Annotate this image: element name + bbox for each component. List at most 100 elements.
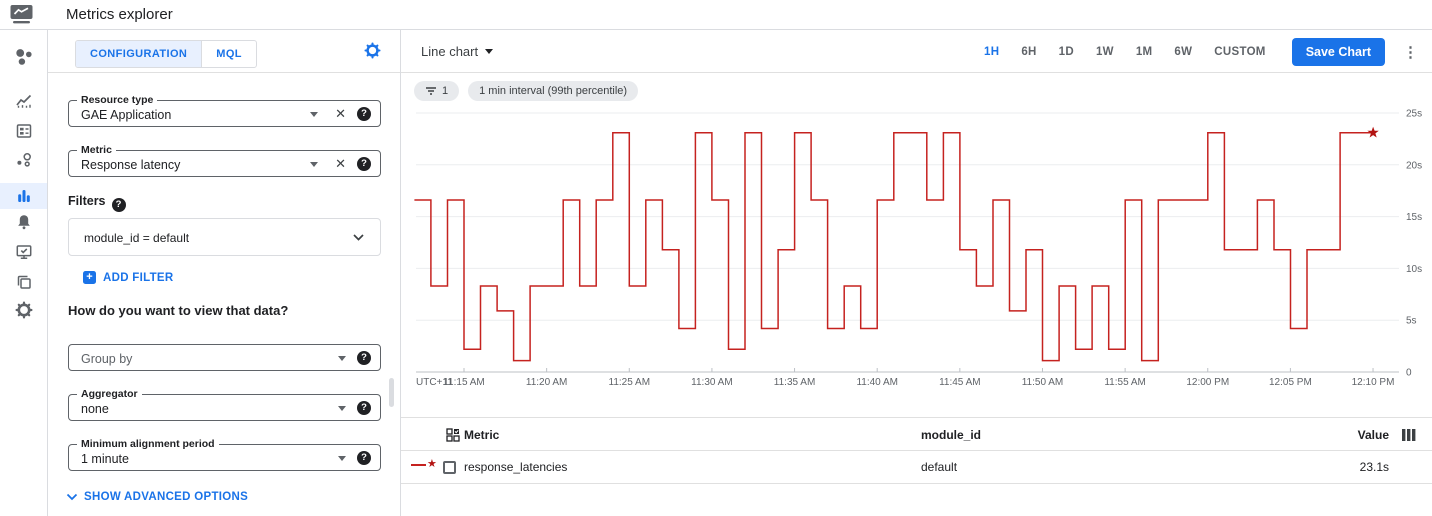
min-alignment-field[interactable]: Minimum alignment period 1 minute ? — [68, 438, 381, 471]
divider — [48, 72, 400, 73]
time-range-1m[interactable]: 1M — [1135, 45, 1153, 58]
sidebar-item-groups[interactable] — [0, 269, 47, 295]
dashboard-list-icon — [15, 122, 33, 140]
end-star-marker — [1367, 126, 1379, 138]
chevron-down-icon[interactable] — [310, 112, 318, 117]
sidebar-item-uptime-checks[interactable] — [0, 239, 47, 265]
sidebar-item-dashboards[interactable] — [0, 88, 47, 114]
x-tick-label: 11:20 AM — [526, 377, 568, 388]
uptime-checks-icon — [15, 243, 33, 261]
header-value[interactable]: Value — [1357, 428, 1389, 442]
y-tick-label: 10s — [1406, 264, 1422, 275]
resource-type-field[interactable]: Resource type GAE Application ✕ ? — [68, 94, 381, 127]
scrollbar-thumb[interactable] — [389, 378, 394, 407]
columns-icon[interactable] — [1401, 429, 1417, 441]
chart-type-dropdown[interactable]: Line chart — [421, 44, 494, 59]
resource-type-label: Resource type — [77, 94, 158, 106]
time-range-custom[interactable]: CUSTOM — [1214, 45, 1266, 58]
sidebar-item-metrics-explorer[interactable] — [0, 183, 47, 209]
view-data-heading: How do you want to view that data? — [68, 303, 289, 318]
sidebar-item-dashboard-list[interactable] — [0, 118, 47, 144]
time-range-6h[interactable]: 6H — [1021, 45, 1037, 58]
latency-line-chart[interactable]: 25s 20s 15s 10s 5s 0 11:15 AM 11:20 AM 11:25 AM 1… — [401, 90, 1432, 400]
x-tick-label: 11:50 AM — [1022, 377, 1064, 388]
x-tick-label: 12:00 PM — [1186, 377, 1229, 388]
header-metric[interactable]: Metric — [464, 428, 500, 442]
cell-metric-name: response_latencies — [464, 460, 568, 474]
time-range-group: 1H 6H 1D 1W 1M 6W CUSTOM — [973, 46, 1277, 58]
configuration-panel: CONFIGURATION MQL Resource type GAE Appl… — [48, 30, 400, 516]
config-tab-group: CONFIGURATION MQL — [75, 40, 257, 68]
help-icon[interactable]: ? — [357, 107, 371, 121]
page-title: Metrics explorer — [66, 6, 173, 23]
services-icon — [15, 151, 33, 169]
chevron-down-icon[interactable] — [338, 406, 346, 411]
show-advanced-options-button[interactable]: SHOW ADVANCED OPTIONS — [66, 491, 248, 503]
gear-icon[interactable] — [364, 42, 381, 59]
x-tick-label: 11:30 AM — [691, 377, 733, 388]
select-all-grid-icon[interactable] — [446, 428, 460, 442]
filter-count-chip[interactable]: 1 — [414, 81, 460, 101]
sidebar-item-overview[interactable] — [0, 44, 47, 70]
monitoring-overview-icon — [14, 47, 34, 67]
groups-icon — [15, 273, 33, 291]
interval-chip[interactable]: 1 min interval (99th percentile) — [468, 81, 639, 101]
filter-row[interactable]: module_id = default — [68, 218, 381, 256]
time-range-1d[interactable]: 1D — [1058, 45, 1074, 58]
x-tick-label: 11:15 AM — [443, 377, 485, 388]
save-chart-button[interactable]: Save Chart — [1291, 37, 1385, 66]
add-filter-button[interactable]: + ADD FILTER — [83, 271, 174, 284]
chart-panel: Line chart 1H 6H 1D 1W 1M 6W CUSTOM Save Chart… — [400, 30, 1432, 516]
aggregator-value: none — [81, 402, 109, 416]
group-by-placeholder: Group by — [81, 352, 133, 366]
resource-type-value: GAE Application — [81, 108, 172, 122]
help-icon[interactable]: ? — [357, 401, 371, 415]
clear-icon[interactable]: ✕ — [335, 106, 346, 121]
group-by-field[interactable]: Group by ? — [68, 344, 381, 371]
chevron-down-icon[interactable] — [338, 356, 346, 361]
tab-configuration[interactable]: CONFIGURATION — [76, 41, 202, 67]
help-icon[interactable]: ? — [357, 351, 371, 365]
chevron-down-icon — [485, 49, 494, 54]
row-checkbox[interactable] — [443, 461, 456, 474]
tab-mql[interactable]: MQL — [201, 41, 256, 67]
help-icon[interactable]: ? — [357, 451, 371, 465]
kebab-menu-icon[interactable]: ⋮ — [1403, 43, 1418, 61]
sidebar-item-services[interactable] — [0, 147, 47, 173]
y-tick-label: 25s — [1406, 109, 1422, 120]
settings-gear-icon — [15, 301, 33, 319]
cell-module-id: default — [921, 460, 958, 474]
metric-value: Response latency — [81, 158, 181, 172]
y-tick-label: 0 — [1406, 368, 1412, 379]
min-alignment-label: Minimum alignment period — [77, 438, 219, 450]
sidebar-item-settings[interactable] — [0, 297, 47, 323]
time-range-1w[interactable]: 1W — [1095, 45, 1114, 58]
help-icon[interactable]: ? — [111, 198, 126, 212]
filter-lines-icon — [425, 86, 437, 96]
chevron-down-icon[interactable] — [353, 234, 364, 241]
aggregator-field[interactable]: Aggregator none ? — [68, 388, 381, 421]
cell-value: 23.1s — [1359, 460, 1389, 474]
time-range-1h[interactable]: 1H — [984, 45, 1000, 58]
x-tick-label: 12:10 PM — [1352, 377, 1395, 388]
chevron-down-icon[interactable] — [310, 162, 318, 167]
x-tick-label: 11:45 AM — [939, 377, 981, 388]
table-header-row: Metric module_id Value — [401, 417, 1432, 451]
sidebar-item-alerting[interactable] — [0, 209, 47, 235]
table-row[interactable]: ★ response_latencies default 23.1s — [401, 451, 1432, 484]
header-module-id[interactable]: module_id — [921, 428, 982, 442]
filter-expression: module_id = default — [84, 231, 190, 245]
latency-step-line — [414, 131, 1374, 362]
x-tick-label: 12:05 PM — [1269, 377, 1312, 388]
monitoring-logo-icon — [8, 4, 36, 25]
clear-icon[interactable]: ✕ — [335, 156, 346, 171]
left-nav-rail — [0, 30, 48, 516]
time-range-6w[interactable]: 6W — [1174, 45, 1193, 58]
metric-field[interactable]: Metric Response latency ✕ ? — [68, 144, 381, 177]
chevron-down-icon[interactable] — [338, 456, 346, 461]
help-icon[interactable]: ? — [357, 157, 371, 171]
chip-row: 1 1 min interval (99th percentile) — [414, 81, 639, 101]
plus-icon: + — [83, 271, 96, 284]
y-tick-label: 15s — [1406, 212, 1422, 223]
